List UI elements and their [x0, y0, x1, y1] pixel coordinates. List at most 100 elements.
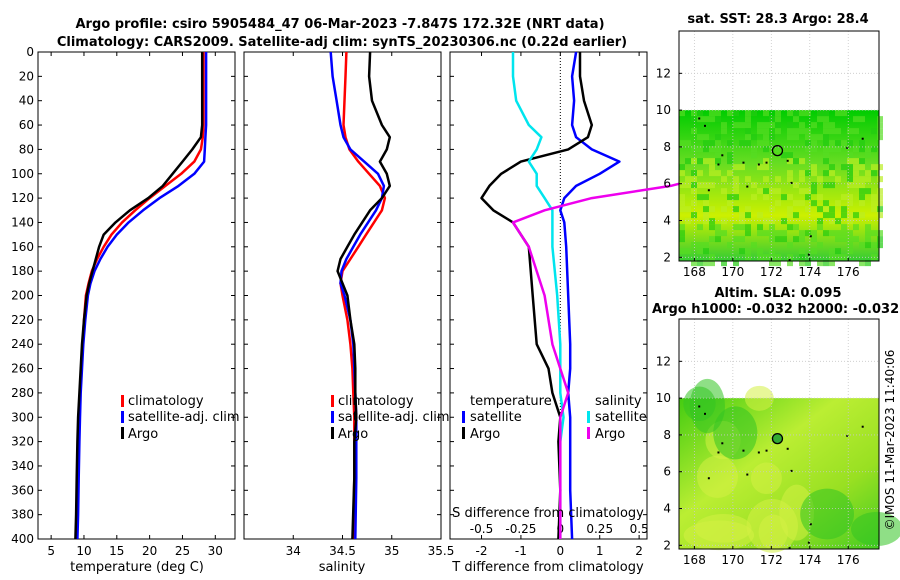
sst-cell	[787, 128, 793, 135]
sst-cell	[679, 206, 685, 213]
sst-cell	[787, 110, 793, 117]
sst-cell	[703, 206, 709, 213]
legend-s-satellite-swatch	[587, 411, 590, 423]
x-tick-label: 34	[286, 544, 301, 558]
sst-cell	[835, 218, 841, 225]
sst-cell	[763, 188, 769, 195]
sst-cell	[679, 164, 685, 171]
temperature-panel: 0 20 40 60 80 100 120 140 160 180 200 220 240 260 280 3…	[11, 45, 240, 575]
sst-cell	[685, 182, 691, 189]
sst-cell	[691, 128, 697, 135]
sst-map-frame	[678, 30, 880, 262]
sst-cell	[715, 134, 721, 141]
island-mark	[788, 547, 791, 550]
sst-cell	[871, 146, 877, 153]
sst-cell	[859, 158, 865, 165]
sst-cell	[715, 152, 721, 159]
sst-island-marks	[698, 117, 864, 262]
x-tick-label: 172	[760, 265, 783, 279]
sst-cell	[817, 242, 823, 249]
sst-cell	[733, 176, 739, 183]
legend-satellite-label: satellite-adj. clim	[338, 410, 450, 425]
y-tick-label: 20	[19, 69, 34, 83]
sst-cell	[733, 236, 739, 243]
sst-cell	[859, 200, 865, 207]
sst-cell	[775, 128, 781, 135]
x-tick-label: 1	[596, 544, 604, 558]
sst-cell	[859, 242, 865, 249]
x-tick-label: 174	[798, 553, 821, 567]
sst-cell	[847, 242, 853, 249]
sst-cell	[823, 128, 829, 135]
sst-cell	[799, 230, 805, 237]
sst-cell	[865, 242, 871, 249]
y-tick-label: 340	[11, 459, 34, 473]
sst-cell	[727, 242, 733, 249]
sst-cell	[697, 158, 703, 165]
sst-cell	[787, 224, 793, 231]
y-tick-label: 160	[11, 240, 34, 254]
sst-cell	[745, 122, 751, 129]
sla-map-ticks: 168 170 172 174 176 2 4 6 8 10 12	[656, 354, 860, 567]
sst-cell	[799, 248, 805, 255]
y-tick-label: 8	[663, 428, 671, 442]
sst-cell	[829, 122, 835, 129]
sst-cell	[703, 140, 709, 147]
sst-cell	[733, 194, 739, 201]
sst-cell	[805, 110, 811, 117]
sst-cell	[787, 158, 793, 165]
sla-map-frame	[678, 318, 880, 550]
sst-cell	[847, 140, 853, 147]
sst-cell	[721, 188, 727, 195]
sst-cell	[715, 146, 721, 153]
sst-cell	[775, 260, 781, 267]
sst-cell	[769, 224, 775, 231]
sst-cell	[715, 236, 721, 243]
sst-cell	[805, 146, 811, 153]
sst-cell	[679, 200, 685, 207]
sst-cell	[793, 128, 799, 135]
sst-cell	[835, 236, 841, 243]
sst-cell	[739, 122, 745, 129]
sst-cell	[757, 248, 763, 255]
sst-cell	[787, 260, 793, 267]
sst-cell	[709, 218, 715, 225]
sst-cell	[751, 146, 757, 153]
island-mark	[765, 449, 768, 452]
island-mark	[757, 163, 760, 166]
sst-cell	[859, 140, 865, 147]
sst-cell	[823, 140, 829, 147]
sst-cell	[841, 206, 847, 213]
sst-cell	[697, 242, 703, 249]
sst-cell	[805, 140, 811, 147]
sst-cell	[679, 110, 685, 117]
sst-cell	[703, 212, 709, 219]
sst-cell	[739, 212, 745, 219]
sst-cell	[805, 260, 811, 267]
sst-cell	[745, 248, 751, 255]
sst-cell	[727, 200, 733, 207]
sst-cell	[811, 122, 817, 129]
island-mark	[746, 185, 749, 188]
sst-cell	[799, 188, 805, 195]
sst-cell	[859, 212, 865, 219]
sst-cell	[847, 194, 853, 201]
sst-cell	[739, 224, 745, 231]
sst-cell	[691, 182, 697, 189]
y-tick-label: 10	[656, 391, 671, 405]
sst-cell	[763, 176, 769, 183]
sst-cell	[745, 224, 751, 231]
x-tick-label: 15	[109, 544, 124, 558]
sst-cell	[769, 116, 775, 123]
sst-cell	[853, 236, 859, 243]
sst-cell	[865, 224, 871, 231]
sst-cell	[847, 170, 853, 177]
sst-cell	[691, 116, 697, 123]
x-tick-label: 168	[683, 265, 706, 279]
sst-cell	[811, 236, 817, 243]
sst-cell	[709, 224, 715, 231]
sst-cell	[823, 158, 829, 165]
sst-cell	[721, 260, 727, 267]
sst-cell	[763, 194, 769, 201]
